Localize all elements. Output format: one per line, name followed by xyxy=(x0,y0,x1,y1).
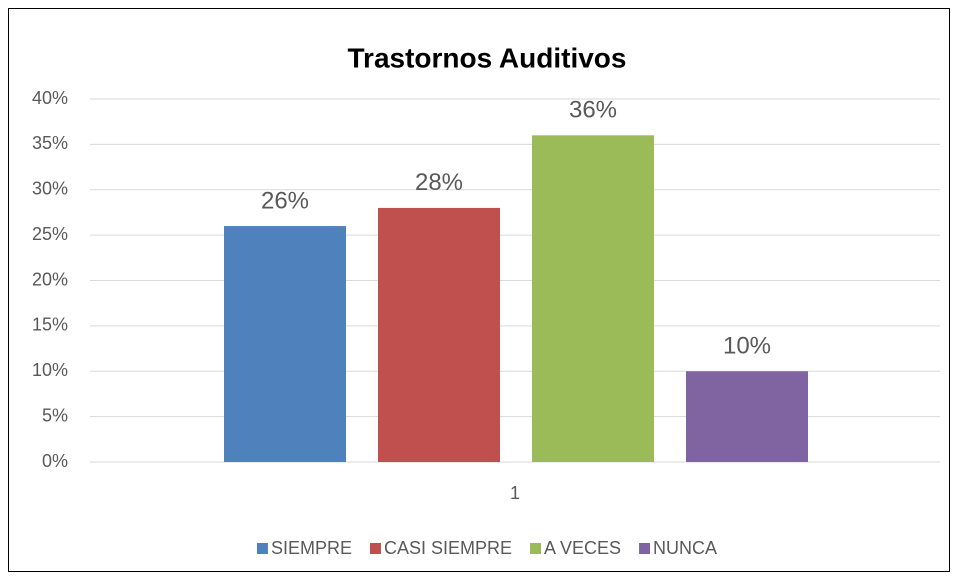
legend-swatch xyxy=(256,543,268,554)
legend-label: NUNCA xyxy=(653,538,717,558)
data-label: 26% xyxy=(261,187,309,214)
y-tick-label: 15% xyxy=(32,315,68,335)
legend-swatch xyxy=(530,543,541,554)
y-tick-label: 5% xyxy=(42,405,68,425)
y-tick-label: 10% xyxy=(32,360,68,380)
legend-swatch xyxy=(639,543,651,554)
data-label: 28% xyxy=(415,169,463,196)
y-tick-label: 0% xyxy=(42,451,68,471)
legend-swatch xyxy=(369,543,381,554)
y-tick-label: 35% xyxy=(32,133,68,153)
y-tick-label: 40% xyxy=(32,88,68,108)
legend-label: CASI SIEMPRE xyxy=(384,538,512,558)
y-tick-label: 30% xyxy=(32,179,68,199)
y-tick-label: 25% xyxy=(32,224,68,244)
legend-label: A VECES xyxy=(544,538,621,558)
data-label: 36% xyxy=(569,97,617,124)
bar xyxy=(378,207,500,462)
chart-title: Trastornos Auditivos xyxy=(347,42,626,73)
bar xyxy=(532,135,654,463)
data-label: 10% xyxy=(723,333,771,360)
x-tick-label: 1 xyxy=(510,483,520,503)
legend-label: SIEMPRE xyxy=(271,538,352,558)
bar xyxy=(686,371,808,462)
y-tick-label: 20% xyxy=(32,269,68,289)
bar xyxy=(224,226,346,462)
